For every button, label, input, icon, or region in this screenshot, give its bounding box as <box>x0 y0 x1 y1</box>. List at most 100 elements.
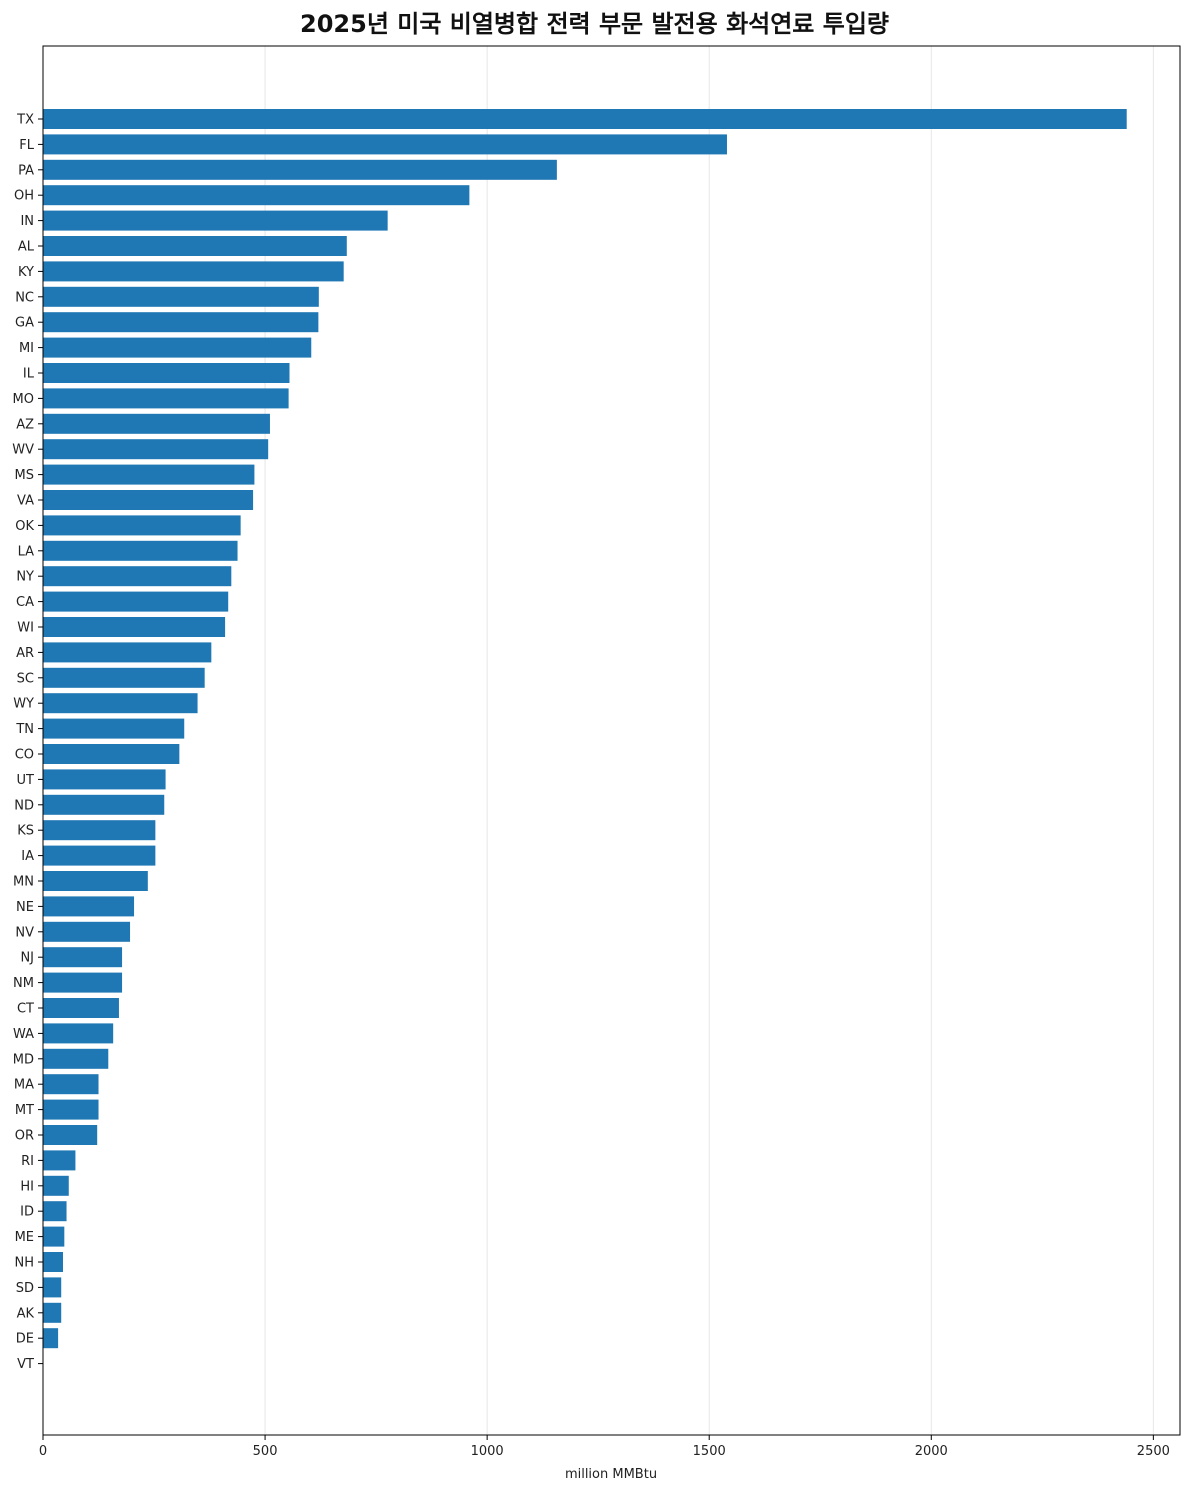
bar-la <box>43 540 238 561</box>
bar-de <box>43 1328 59 1349</box>
x-tick-label: 2000 <box>915 1444 948 1459</box>
bar-co <box>43 744 180 764</box>
bar-id <box>43 1201 67 1222</box>
bar-ia <box>43 845 156 866</box>
y-tick-label: NY <box>16 570 34 585</box>
bar-wi <box>43 617 226 637</box>
y-tick-label: MN <box>13 875 34 890</box>
bar-nh <box>43 1252 63 1272</box>
bar-me <box>43 1226 65 1247</box>
bar-pa <box>43 159 557 180</box>
y-tick-label: NE <box>16 900 34 915</box>
x-tick-label: 2500 <box>1137 1444 1170 1459</box>
bar-or <box>43 1125 98 1145</box>
bar-ne <box>43 896 135 917</box>
y-tick-label: NM <box>13 976 34 991</box>
y-tick-label: IN <box>20 214 34 229</box>
bars <box>43 109 1127 1349</box>
y-tick-label: WI <box>17 621 34 636</box>
bar-oh <box>43 185 470 206</box>
y-tick-label: KY <box>18 265 34 280</box>
bar-sd <box>43 1277 62 1298</box>
bar-nm <box>43 972 123 993</box>
y-tick-label: TX <box>16 113 34 128</box>
bar-mn <box>43 871 148 891</box>
bar-mt <box>43 1099 99 1120</box>
y-tick-label: MI <box>19 341 34 356</box>
y-tick-label: AZ <box>16 417 34 432</box>
plot-frame <box>42 45 1181 1436</box>
y-axis: TX FL PA OH IN AL KY NC GA MI IL MO AZ WV MS VA OK LA NY CA… <box>12 113 43 1372</box>
y-tick-label: CT <box>17 1002 34 1017</box>
bar-ca <box>43 591 229 612</box>
bar-ut <box>43 769 166 790</box>
y-tick-label: NH <box>15 1256 35 1271</box>
chart-title: 2025년 미국 비열병합 전력 부문 발전용 화석연료 투입량 <box>300 10 889 38</box>
y-tick-label: WA <box>13 1027 34 1042</box>
bar-ok <box>43 515 241 536</box>
y-tick-label: WY <box>13 697 34 712</box>
y-tick-label: ND <box>14 798 34 813</box>
bar-nd <box>43 794 165 815</box>
bar-wv <box>43 439 269 460</box>
bar-al <box>43 236 347 256</box>
y-tick-label: VT <box>17 1357 34 1372</box>
y-tick-label: CA <box>16 595 34 610</box>
bar-tn <box>43 718 185 739</box>
bar-fl <box>43 134 727 155</box>
y-tick-label: HI <box>20 1179 34 1194</box>
y-tick-label: AK <box>17 1306 35 1321</box>
y-tick-label: IL <box>23 367 35 382</box>
y-tick-label: DE <box>16 1332 34 1347</box>
x-tick-label: 500 <box>253 1444 278 1459</box>
y-tick-label: NC <box>15 290 34 305</box>
bar-wy <box>43 693 198 714</box>
y-tick-label: MO <box>13 392 34 407</box>
y-tick-label: ME <box>15 1230 34 1245</box>
bar-ky <box>43 261 344 282</box>
bar-sc <box>43 667 205 688</box>
x-axis-label: million MMBtu <box>565 1467 657 1482</box>
y-tick-label: LA <box>18 544 35 559</box>
x-tick-label: 1500 <box>693 1444 726 1459</box>
y-tick-label: MD <box>13 1052 34 1067</box>
bar-mi <box>43 337 312 358</box>
y-tick-label: SC <box>17 671 34 686</box>
bar-in <box>43 210 388 231</box>
bar-va <box>43 490 254 510</box>
y-tick-label: MS <box>15 468 34 483</box>
bar-ms <box>43 464 255 485</box>
y-tick-label: AR <box>16 646 34 661</box>
bar-ar <box>43 642 212 663</box>
y-tick-label: WV <box>12 443 34 458</box>
y-tick-label: IA <box>21 849 34 864</box>
bar-ri <box>43 1150 76 1171</box>
y-tick-label: NJ <box>20 951 34 966</box>
y-tick-label: MA <box>14 1078 34 1093</box>
y-tick-label: MT <box>15 1103 34 1118</box>
bar-tx <box>43 109 1127 129</box>
y-tick-label: OK <box>15 519 34 534</box>
y-tick-label: SD <box>16 1281 34 1296</box>
x-axis: 0 500 1000 1500 2000 2500 <box>39 1435 1170 1459</box>
bar-il <box>43 363 290 383</box>
y-tick-label: ID <box>20 1205 34 1220</box>
y-tick-label: OR <box>15 1129 34 1144</box>
y-tick-label: FL <box>19 138 34 153</box>
y-tick-label: TN <box>15 722 34 737</box>
bar-ak <box>43 1302 62 1323</box>
y-tick-label: UT <box>17 773 35 788</box>
bar-ny <box>43 566 232 587</box>
y-tick-label: CO <box>15 748 34 763</box>
x-tick-label: 1000 <box>471 1444 504 1459</box>
bar-ma <box>43 1074 99 1095</box>
bar-ct <box>43 998 119 1018</box>
bar-wa <box>43 1023 114 1044</box>
y-tick-label: PA <box>18 163 34 178</box>
bar-nj <box>43 947 123 968</box>
x-tick-label: 0 <box>39 1444 47 1459</box>
y-tick-label: GA <box>15 316 34 331</box>
bar-nv <box>43 921 131 942</box>
bar-mo <box>43 388 289 409</box>
y-tick-label: NV <box>15 925 34 940</box>
